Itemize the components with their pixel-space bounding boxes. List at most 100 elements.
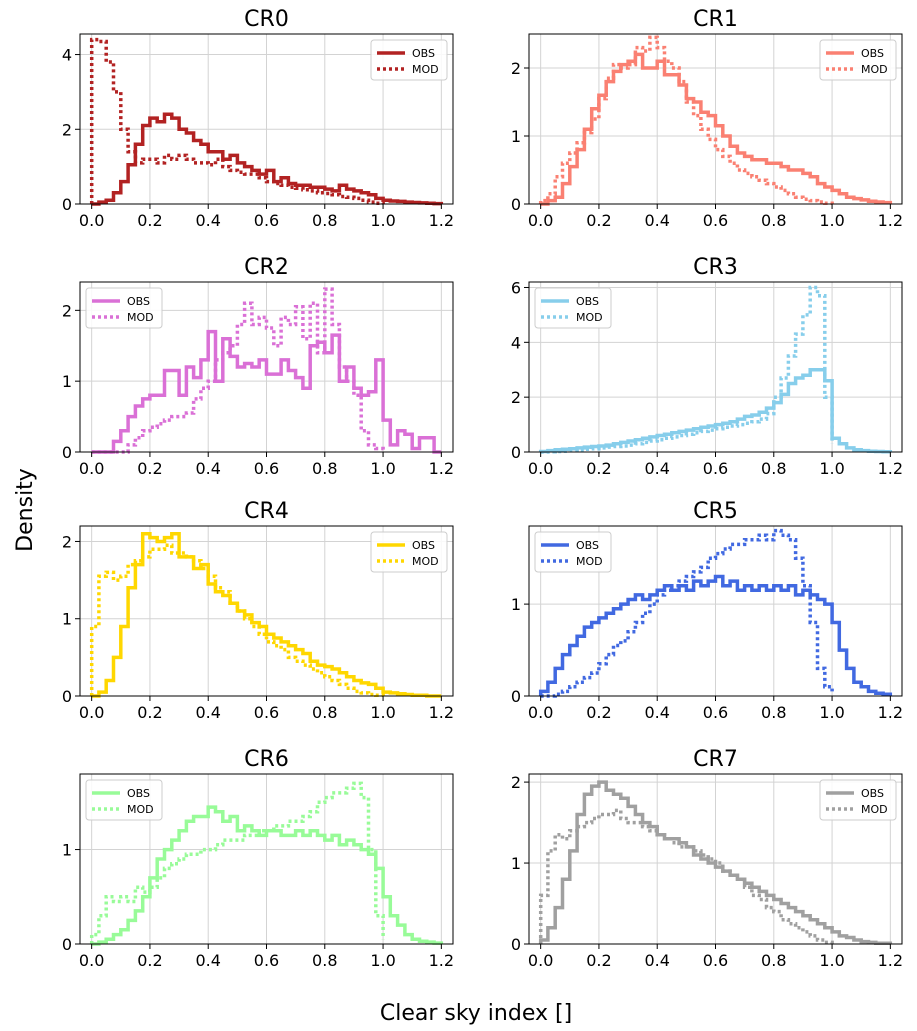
- x-tick-label: 0.6: [254, 703, 279, 722]
- x-tick-label: 0.0: [528, 951, 553, 970]
- legend: OBS MOD: [85, 779, 163, 821]
- x-tick-label: 0.6: [703, 703, 728, 722]
- legend-label-obs: OBS: [576, 295, 599, 308]
- x-tick-label: 1.2: [429, 703, 454, 722]
- legend-label-obs: OBS: [127, 295, 150, 308]
- x-tick-label: 0.2: [586, 459, 611, 478]
- x-tick-label: 1.0: [819, 951, 844, 970]
- legend: OBS MOD: [534, 287, 612, 329]
- legend-label-mod: MOD: [412, 63, 439, 76]
- x-tick-label: 0.4: [644, 459, 669, 478]
- legend: OBS MOD: [85, 287, 163, 329]
- y-tick-label: 1: [62, 610, 72, 629]
- y-tick-label: 1: [511, 595, 521, 614]
- x-tick-label: 1.2: [429, 211, 454, 230]
- y-tick-label: 1: [62, 372, 72, 391]
- panel-cr5: 0.0 0.2 0.4 0.6 0.8 1.0 1.2 0 1 CR5 OBS MOD: [511, 499, 903, 722]
- x-tick-label: 0.0: [79, 459, 104, 478]
- x-tick-label: 0.2: [137, 211, 162, 230]
- series-mod: [540, 528, 834, 698]
- x-tick-label: 1.0: [819, 211, 844, 230]
- x-tick-label: 0.8: [312, 703, 337, 722]
- x-tick-label: 1.2: [429, 951, 454, 970]
- series-obs: [91, 805, 444, 946]
- panel-cr6: 0.0 0.2 0.4 0.6 0.8 1.0 1.2 0 1 CR6 OBS MOD: [62, 747, 454, 970]
- panel-cr7: 0.0 0.2 0.4 0.6 0.8 1.0 1.2 0 1 2 CR7 OBS MOD: [511, 747, 903, 970]
- x-tick-label: 0.6: [254, 211, 279, 230]
- series-obs: [91, 112, 444, 206]
- x-tick-label: 1.0: [370, 703, 395, 722]
- x-tick-label: 0.2: [586, 951, 611, 970]
- x-tick-label: 0.6: [703, 211, 728, 230]
- x-tick-label: 0.8: [761, 211, 786, 230]
- legend-label-mod: MOD: [861, 803, 888, 816]
- panel-title: CR0: [244, 7, 289, 32]
- y-tick-label: 0: [511, 935, 521, 954]
- legend: OBS MOD: [370, 39, 448, 81]
- y-tick-label: 2: [511, 59, 521, 78]
- y-tick-label: 4: [62, 46, 72, 65]
- panel-title: CR6: [244, 747, 289, 772]
- y-tick-label: 1: [62, 841, 72, 860]
- x-tick-label: 1.2: [878, 211, 903, 230]
- legend-label-mod: MOD: [861, 63, 888, 76]
- x-tick-label: 0.8: [761, 459, 786, 478]
- legend: OBS MOD: [370, 531, 448, 573]
- y-tick-label: 2: [511, 388, 521, 407]
- panel-cr0: 0.0 0.2 0.4 0.6 0.8 1.0 1.2 0 2 4 CR0 OBS MOD: [62, 7, 454, 230]
- y-tick-label: 1: [511, 854, 521, 873]
- x-tick-label: 0.0: [79, 703, 104, 722]
- x-tick-label: 0.0: [79, 211, 104, 230]
- y-tick-label: 6: [511, 278, 521, 297]
- panel-cr1: 0.0 0.2 0.4 0.6 0.8 1.0 1.2 0 1 2 CR1 OBS MOD: [511, 7, 903, 230]
- x-tick-label: 0.2: [586, 703, 611, 722]
- legend-label-mod: MOD: [127, 311, 154, 324]
- y-tick-label: 0: [511, 195, 521, 214]
- legend-label-mod: MOD: [576, 555, 603, 568]
- y-tick-label: 0: [62, 443, 72, 462]
- x-tick-label: 0.6: [703, 951, 728, 970]
- x-tick-label: 1.0: [819, 459, 844, 478]
- x-tick-label: 0.4: [195, 703, 220, 722]
- x-tick-label: 0.4: [644, 211, 669, 230]
- x-tick-label: 0.6: [254, 951, 279, 970]
- x-tick-label: 1.2: [429, 459, 454, 478]
- series-mod: [89, 37, 385, 206]
- x-tick-label: 0.2: [137, 459, 162, 478]
- y-tick-label: 0: [62, 935, 72, 954]
- series-obs: [538, 780, 893, 945]
- series-obs: [91, 531, 442, 698]
- x-tick-label: 0.0: [528, 211, 553, 230]
- x-tick-label: 0.4: [644, 951, 669, 970]
- legend: OBS MOD: [819, 39, 897, 81]
- x-tick-label: 0.2: [137, 703, 162, 722]
- legend-label-obs: OBS: [127, 787, 150, 800]
- x-tick-label: 0.4: [644, 703, 669, 722]
- x-tick-label: 0.8: [312, 951, 337, 970]
- series-obs: [540, 52, 893, 206]
- y-tick-label: 0: [62, 195, 72, 214]
- x-tick-label: 0.8: [312, 211, 337, 230]
- y-tick-label: 2: [62, 120, 72, 139]
- x-tick-label: 1.0: [370, 459, 395, 478]
- panel-title: CR3: [693, 255, 738, 280]
- x-tick-label: 0.4: [195, 459, 220, 478]
- x-tick-label: 1.2: [878, 703, 903, 722]
- x-tick-label: 0.2: [137, 951, 162, 970]
- series-mod: [89, 781, 385, 944]
- series-mod: [540, 285, 834, 454]
- panel-title: CR7: [693, 747, 738, 772]
- legend-label-mod: MOD: [412, 555, 439, 568]
- legend-label-obs: OBS: [861, 787, 884, 800]
- x-tick-label: 1.2: [878, 951, 903, 970]
- figure-xlabel: Clear sky index []: [380, 1001, 572, 1026]
- x-tick-label: 0.6: [703, 459, 728, 478]
- panel-cr3: 0.0 0.2 0.4 0.6 0.8 1.0 1.2 0 2 4 6 CR3 OBS MOD: [511, 255, 903, 478]
- series-mod: [538, 808, 834, 945]
- x-tick-label: 0.8: [761, 951, 786, 970]
- x-tick-label: 0.4: [195, 951, 220, 970]
- y-tick-label: 0: [511, 443, 521, 462]
- x-tick-label: 0.0: [79, 951, 104, 970]
- x-tick-label: 0.2: [586, 211, 611, 230]
